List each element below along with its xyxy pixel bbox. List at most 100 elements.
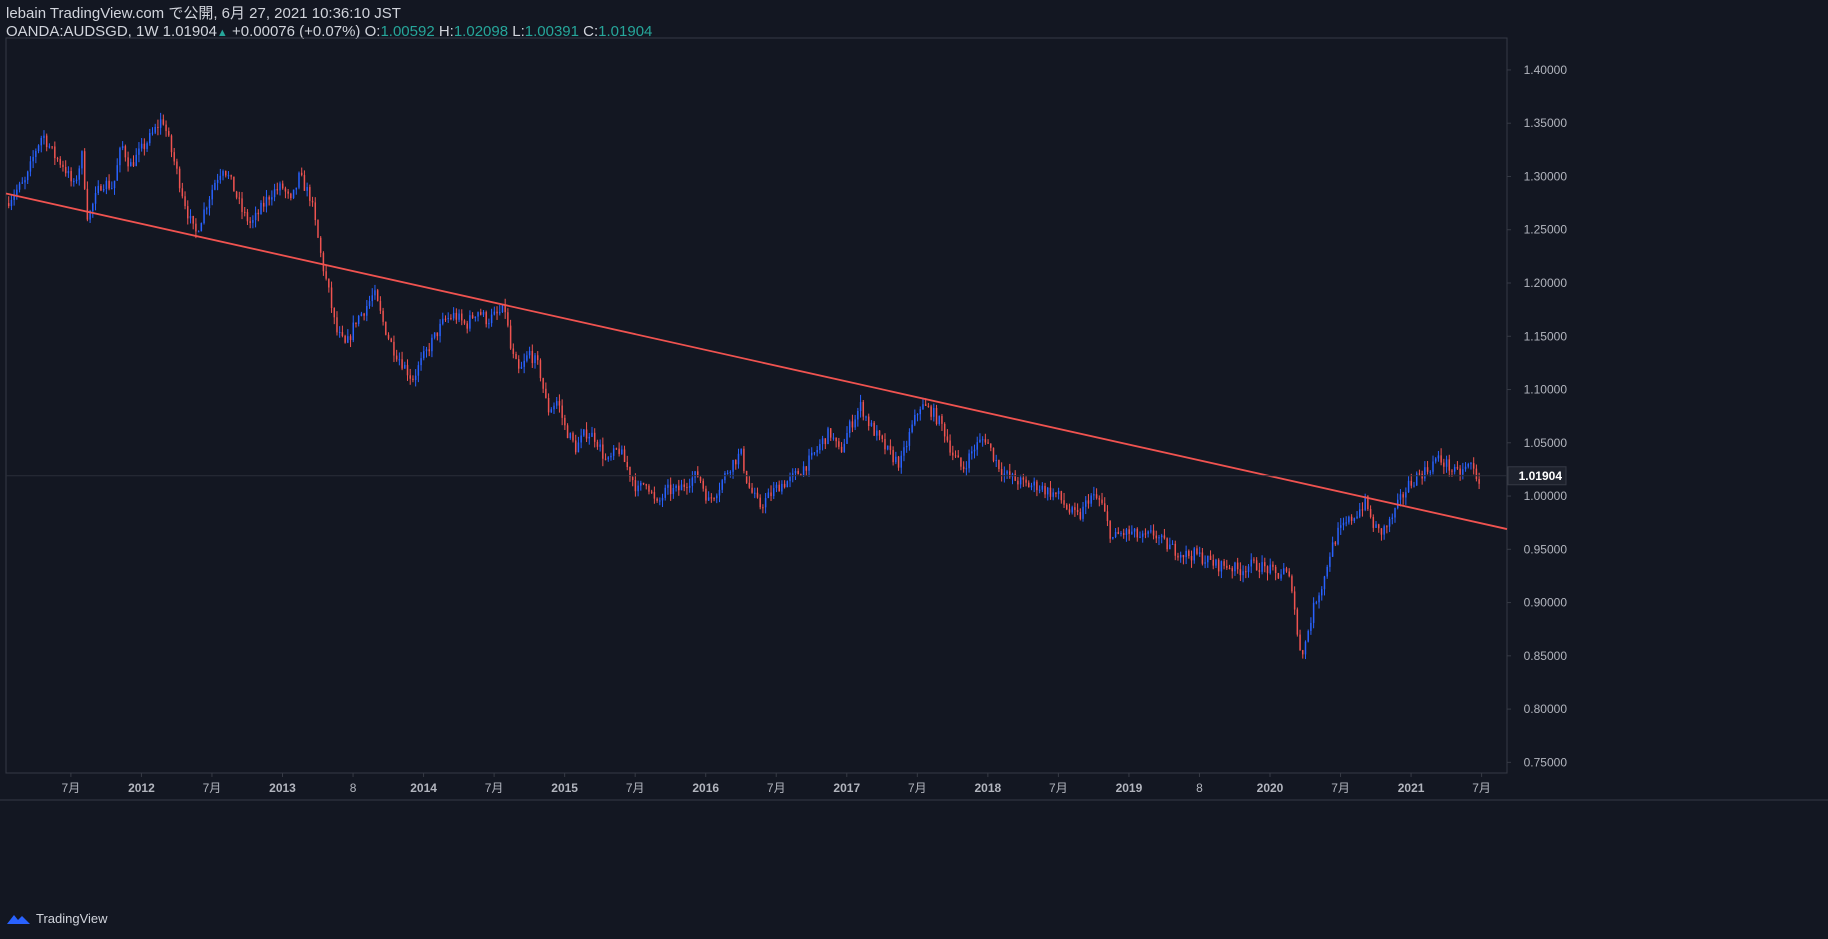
candle-body — [1467, 464, 1470, 467]
time-axis[interactable]: 7月 2012 7月 2013 8 2014 7月 2015 7月 2016 7月 2017 7月 201… — [62, 773, 1491, 795]
candle-body — [1350, 516, 1353, 521]
candle-body — [1038, 489, 1041, 491]
candle-body — [485, 312, 487, 325]
candle-body — [444, 318, 447, 320]
ohlc-legend: OANDA:AUDSGD, 1W 1.01904▲ +0.00076 (+0.0… — [6, 23, 652, 42]
candle-body — [1082, 506, 1084, 519]
candle-body — [808, 455, 810, 471]
candle-body — [458, 313, 460, 320]
candle-body — [770, 492, 772, 497]
candle-body — [542, 378, 544, 389]
candle-body — [371, 295, 373, 302]
candle-body — [317, 220, 319, 238]
candle-body — [1285, 568, 1288, 572]
candle-body — [865, 416, 867, 418]
candle-body — [1440, 455, 1442, 463]
tradingview-logo[interactable]: TradingView — [6, 911, 108, 926]
x-tick-label: 7月 — [485, 781, 504, 795]
candle-body — [1383, 526, 1385, 535]
trendline[interactable] — [5, 192, 1508, 530]
candle-body — [1006, 471, 1008, 474]
candle-body — [474, 316, 477, 319]
candle-body — [561, 405, 563, 418]
candle-body — [1307, 630, 1309, 642]
candle-body — [246, 212, 249, 222]
candle-body — [13, 195, 15, 200]
candle-body — [45, 135, 48, 148]
candle-body — [1394, 508, 1396, 518]
candle-body — [517, 359, 520, 369]
candle-body — [157, 126, 159, 128]
candle-body — [1049, 487, 1052, 497]
candle-body — [659, 500, 661, 502]
candle-body — [1036, 481, 1038, 491]
candle-body — [149, 133, 151, 144]
candle-body — [1074, 507, 1076, 510]
candle-body — [1291, 576, 1293, 592]
candle-body — [173, 152, 175, 162]
candle-body — [184, 196, 186, 207]
candle-body — [536, 355, 539, 361]
candle-body — [170, 135, 173, 153]
x-tick-label: 8 — [1196, 781, 1203, 795]
candle-body — [355, 322, 357, 325]
candle-body — [1464, 466, 1467, 470]
candle-body — [933, 407, 935, 417]
candle-body — [580, 435, 582, 443]
candle-body — [325, 271, 327, 279]
candle-body — [59, 158, 62, 165]
candle-body — [86, 188, 89, 220]
candle-body — [37, 145, 40, 151]
candle-body — [257, 212, 260, 215]
candle-body — [1025, 479, 1027, 483]
candle-body — [564, 417, 566, 426]
high-value: 1.02098 — [453, 23, 509, 40]
candle-body — [718, 489, 721, 496]
candle-body — [1432, 461, 1434, 472]
candle-body — [433, 332, 436, 338]
candle-body — [452, 312, 455, 319]
trendline-layer[interactable] — [5, 192, 1508, 530]
candle-body — [406, 364, 409, 376]
candle-body — [1361, 509, 1364, 511]
candle-body — [1377, 524, 1380, 529]
x-tick-label: 7月 — [908, 781, 927, 795]
candle-body — [97, 185, 99, 194]
candle-body — [469, 315, 471, 329]
candle-body — [35, 150, 37, 157]
candle-body — [545, 388, 547, 398]
candle-body — [930, 406, 932, 417]
x-tick-label: 2015 — [551, 781, 578, 795]
candle-body — [119, 148, 121, 166]
candle-body — [889, 445, 892, 451]
candle-body — [466, 323, 468, 329]
candle-body — [952, 452, 954, 456]
candle-body — [1321, 589, 1323, 596]
candle-body — [1087, 500, 1090, 504]
candle-body — [1000, 469, 1003, 476]
candle-body — [1448, 459, 1451, 471]
candle-body — [838, 441, 840, 447]
low-label: L: — [512, 23, 525, 40]
candle-body — [661, 497, 664, 501]
candle-body — [10, 199, 13, 207]
candle-body — [347, 336, 349, 343]
symbol-label[interactable]: OANDA:AUDSGD, 1W 1.01904 — [6, 23, 217, 40]
candle-body — [1223, 561, 1225, 566]
candle-body — [203, 209, 205, 224]
candle-body — [398, 359, 401, 361]
price-axis[interactable]: 1.40000 1.35000 1.30000 1.25000 1.20000 1.150… — [1507, 63, 1567, 769]
candle-body — [797, 470, 799, 475]
candle-body — [1415, 473, 1418, 486]
candle-body — [1470, 463, 1472, 465]
candle-body — [667, 484, 669, 488]
candle-body — [1434, 458, 1437, 462]
candle-body — [672, 487, 675, 495]
candle-body — [547, 397, 550, 413]
candle-body — [656, 498, 658, 501]
x-tick-label: 2018 — [975, 781, 1002, 795]
candle-body — [515, 353, 517, 360]
candle-body — [922, 404, 924, 410]
candle-body — [829, 428, 832, 438]
